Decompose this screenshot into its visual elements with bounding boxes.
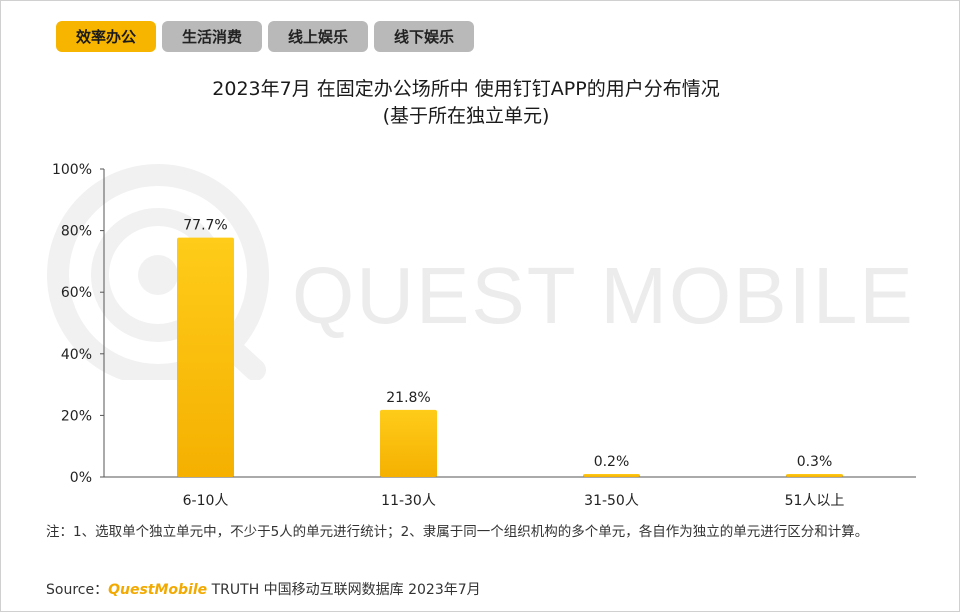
source-prefix: Source：: [46, 582, 109, 598]
bar: [786, 474, 843, 477]
y-tick-label: 60%: [61, 285, 92, 301]
x-tick-label: 6-10人: [183, 493, 229, 509]
source-suffix: TRUTH 中国移动互联网数据库 2023年7月: [211, 582, 481, 598]
y-tick-label: 80%: [61, 224, 92, 240]
y-tick-label: 100%: [52, 162, 92, 178]
x-tick-label: 51人以上: [785, 493, 845, 509]
y-tick-label: 40%: [61, 347, 92, 363]
x-tick-label: 31-50人: [584, 493, 639, 509]
y-tick-label: 0%: [70, 470, 92, 486]
bar: [177, 237, 234, 477]
chart-title: 2023年7月 在固定办公场所中 使用钉钉APP的用户分布情况: [212, 78, 720, 100]
y-tick-label: 20%: [61, 408, 92, 424]
tab-efficiency-office[interactable]: 效率办公: [56, 21, 156, 52]
data-label: 21.8%: [386, 390, 430, 406]
source-line: Source：QuestMobile TRUTH 中国移动互联网数据库 2023…: [46, 579, 481, 599]
data-label: 0.2%: [594, 454, 630, 470]
x-tick-label: 11-30人: [381, 493, 436, 509]
watermark-text: QUEST MOBILE: [292, 251, 915, 340]
data-label: 77.7%: [183, 218, 227, 234]
tab-offline-entertainment[interactable]: 线下娱乐: [374, 21, 474, 52]
category-tabs: 效率办公 生活消费 线上娱乐 线下娱乐: [56, 21, 474, 52]
footnote: 注：1、选取单个独立单元中，不少于5人的单元进行统计；2、隶属于同一个组织机构的…: [46, 524, 869, 540]
bar: [380, 409, 437, 477]
bar: [583, 474, 640, 477]
tab-life-consumption[interactable]: 生活消费: [162, 21, 262, 52]
chart-subtitle: (基于所在独立单元): [382, 105, 550, 127]
source-brand: QuestMobile: [108, 582, 208, 598]
data-label: 0.3%: [797, 454, 833, 470]
tab-online-entertainment[interactable]: 线上娱乐: [268, 21, 368, 52]
